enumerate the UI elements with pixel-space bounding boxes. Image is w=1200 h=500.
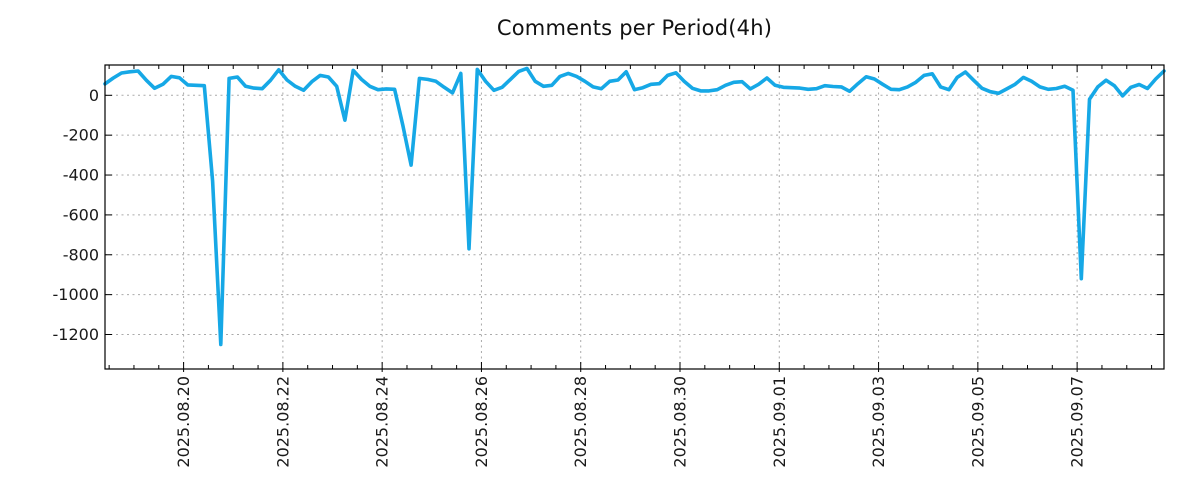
y-axis-tick-label: 0 [89, 86, 99, 105]
x-axis-tick-label: 2025.08.24 [373, 376, 392, 468]
y-axis-tick-label: -600 [63, 205, 99, 224]
y-axis-tick-label: -800 [63, 245, 99, 264]
x-axis-tick-label: 2025.08.26 [472, 376, 491, 468]
y-axis-tick-label: -1000 [53, 285, 100, 304]
y-axis-tick-label: -200 [63, 126, 99, 145]
x-axis-tick-label: 2025.08.28 [571, 376, 590, 468]
series-line-comments [103, 66, 1166, 347]
chart-title: Comments per Period(4h) [496, 16, 773, 40]
x-axis-tick-label: 2025.08.30 [671, 376, 690, 468]
x-axis-tick-label: 2025.09.01 [770, 376, 789, 468]
x-axis-tick-label: 2025.09.03 [869, 376, 888, 468]
x-axis-tick-label: 2025.09.05 [968, 376, 987, 468]
y-axis-tick-label: -400 [63, 166, 99, 185]
x-axis-tick-label: 2025.08.22 [273, 376, 292, 468]
y-axis-tick-label: -1200 [53, 325, 100, 344]
plot-border [104, 64, 1165, 370]
x-axis-tick-label: 2025.09.07 [1068, 376, 1087, 468]
x-axis-tick-label: 2025.08.20 [174, 376, 193, 468]
